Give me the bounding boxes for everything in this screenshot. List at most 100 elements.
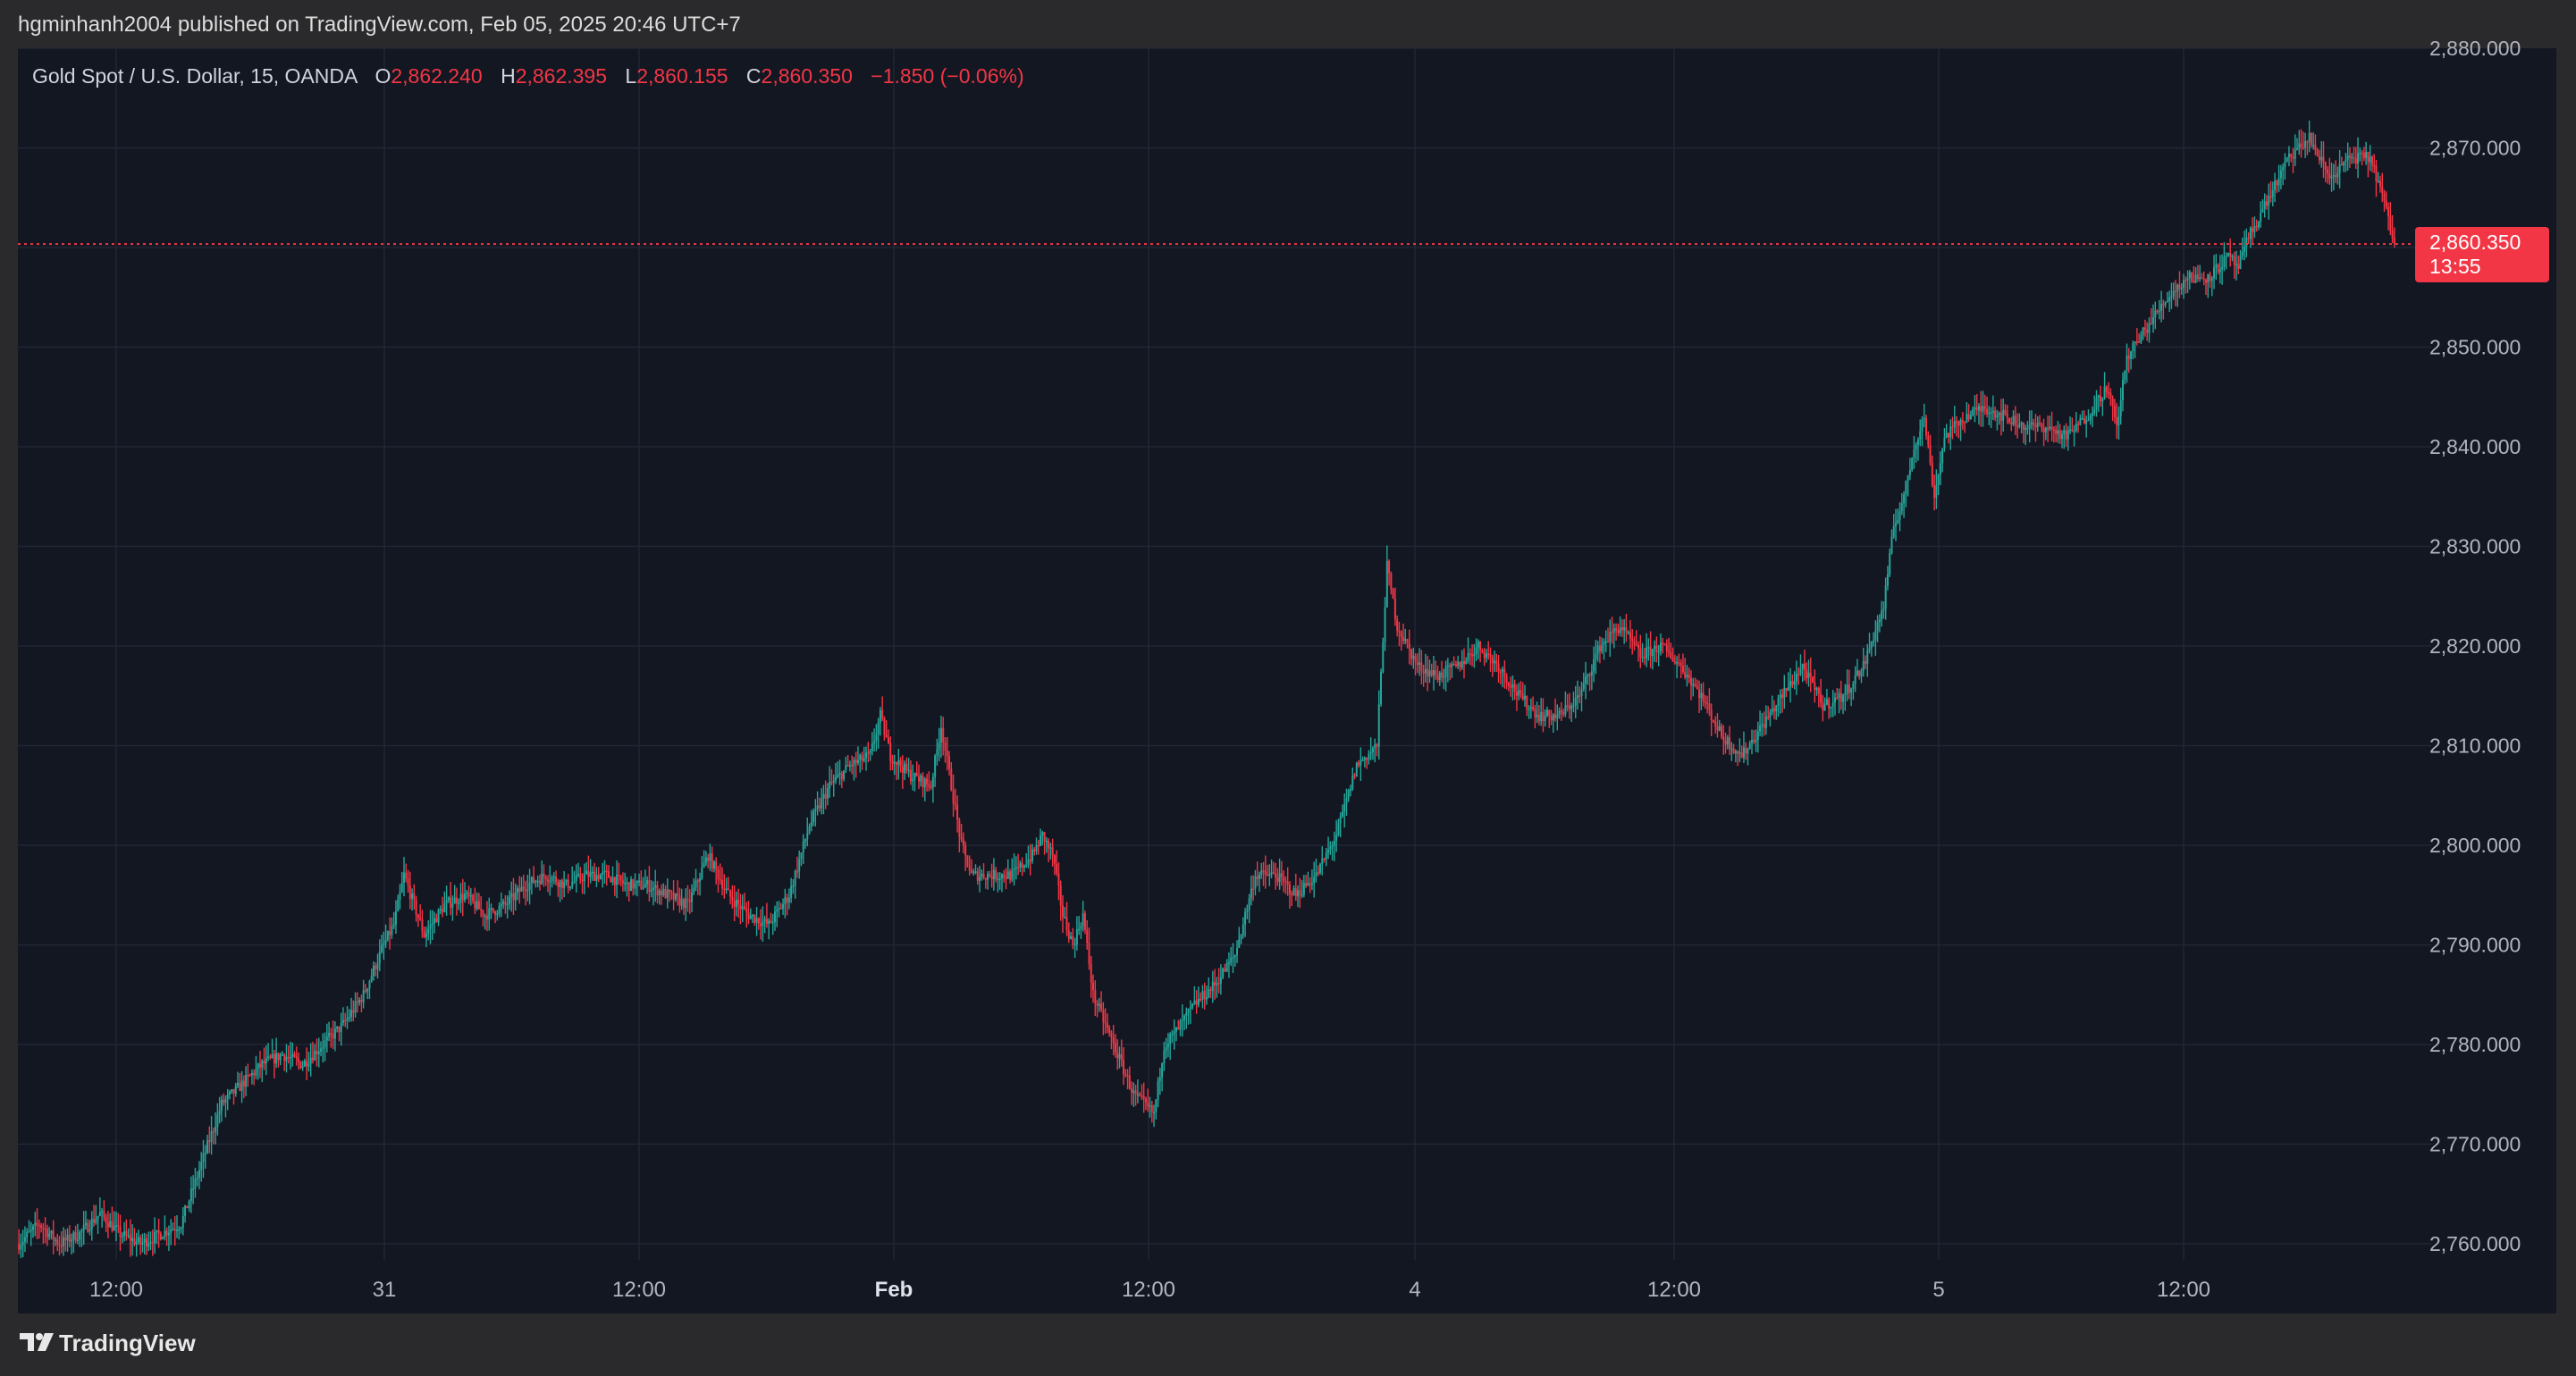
candle — [1718, 719, 1721, 732]
candle — [1777, 694, 1780, 717]
candle — [851, 755, 854, 775]
candle — [1366, 757, 1368, 769]
candle — [196, 1170, 198, 1187]
candle — [1418, 648, 1421, 676]
candle — [848, 760, 851, 772]
candle — [873, 728, 876, 752]
candle — [38, 1219, 40, 1239]
candle — [1961, 412, 1964, 431]
candle — [2340, 156, 2343, 166]
candle — [1689, 670, 1692, 701]
candle — [1986, 396, 1989, 418]
candle — [838, 759, 841, 785]
candle — [1294, 873, 1297, 902]
candle — [1665, 639, 1668, 658]
candle — [93, 1204, 96, 1227]
candle — [1659, 633, 1662, 656]
candle — [1933, 474, 1936, 511]
candle — [942, 717, 945, 756]
candle — [1878, 614, 1881, 633]
candle — [181, 1207, 184, 1236]
candle — [662, 883, 665, 897]
candle — [984, 877, 987, 889]
candle — [1435, 660, 1437, 680]
candle — [1307, 871, 1309, 886]
candle — [1998, 411, 2000, 425]
chart-area[interactable] — [18, 48, 2556, 1313]
candle — [1181, 1004, 1183, 1037]
candle — [127, 1228, 130, 1239]
candle — [1945, 424, 1948, 439]
candle — [1833, 692, 1836, 716]
candle — [2143, 319, 2146, 337]
candle — [798, 850, 801, 879]
candle — [1892, 514, 1895, 539]
candle — [2335, 160, 2337, 183]
candle — [1582, 672, 1585, 692]
candle — [295, 1046, 298, 1066]
tradingview-brand[interactable]: TradingView — [59, 1330, 196, 1356]
candle — [1596, 641, 1599, 662]
candle — [480, 896, 483, 918]
candle — [1343, 793, 1346, 828]
candle — [400, 871, 403, 894]
candle — [1957, 420, 1960, 439]
candle — [423, 927, 425, 939]
candle — [1023, 864, 1025, 873]
price-tick-label: 2,830.000 — [2429, 534, 2521, 558]
candle — [98, 1197, 101, 1217]
candle — [2042, 418, 2045, 447]
candle — [2377, 172, 2379, 183]
candle — [2047, 415, 2050, 442]
candle — [2101, 397, 2104, 416]
price-chart[interactable]: 2,760.000 2,770.000 2,780.000 2,790.000 2,80… — [0, 0, 2576, 1313]
candle — [44, 1217, 46, 1244]
candle — [2316, 147, 2319, 157]
candle — [220, 1095, 223, 1122]
candle — [133, 1228, 136, 1247]
candle — [711, 846, 713, 873]
candle — [1067, 922, 1070, 944]
candle — [729, 889, 732, 905]
price-axis[interactable]: 2,760.000 2,770.000 2,780.000 2,790.000 2,80… — [2429, 37, 2521, 1255]
candle — [496, 910, 499, 921]
candle — [245, 1066, 248, 1096]
candle — [1609, 619, 1612, 658]
candle — [1174, 1027, 1177, 1042]
candle — [350, 997, 353, 1022]
candle — [411, 888, 414, 911]
candle — [2142, 327, 2144, 340]
candle — [982, 863, 985, 880]
candle — [1310, 869, 1313, 891]
tradingview-logo-icon[interactable] — [18, 1330, 59, 1355]
time-axis[interactable]: 12:00 31 12:00 Feb 12:00 4 12:00 5 12:00 — [89, 1278, 2210, 1302]
candle — [2213, 255, 2216, 289]
candle — [1048, 838, 1050, 862]
candle — [1588, 672, 1591, 692]
candle — [677, 880, 679, 906]
candle — [1481, 648, 1484, 654]
candle — [530, 876, 533, 895]
candle — [378, 939, 381, 971]
candle — [2109, 388, 2112, 407]
candle — [1157, 1077, 1159, 1108]
candle — [948, 751, 951, 776]
open-value: 2,862.240 — [391, 64, 482, 88]
symbol-legend[interactable]: Gold Spot / U.S. Dollar, 15, OANDA O2,86… — [32, 64, 1024, 88]
candle — [1305, 875, 1308, 888]
candle — [2218, 255, 2221, 284]
candle — [1975, 394, 1978, 416]
candle — [1907, 474, 1909, 497]
candle — [1612, 623, 1615, 649]
candle — [1779, 689, 1781, 714]
candle — [1915, 441, 1917, 463]
candle — [956, 795, 959, 833]
candle — [2318, 149, 2320, 165]
candle — [1465, 657, 1468, 665]
candle — [2269, 180, 2272, 203]
candle — [2033, 418, 2035, 432]
candle — [56, 1233, 59, 1252]
candle — [1053, 854, 1056, 876]
candle — [1424, 653, 1427, 683]
candle — [1886, 566, 1889, 591]
